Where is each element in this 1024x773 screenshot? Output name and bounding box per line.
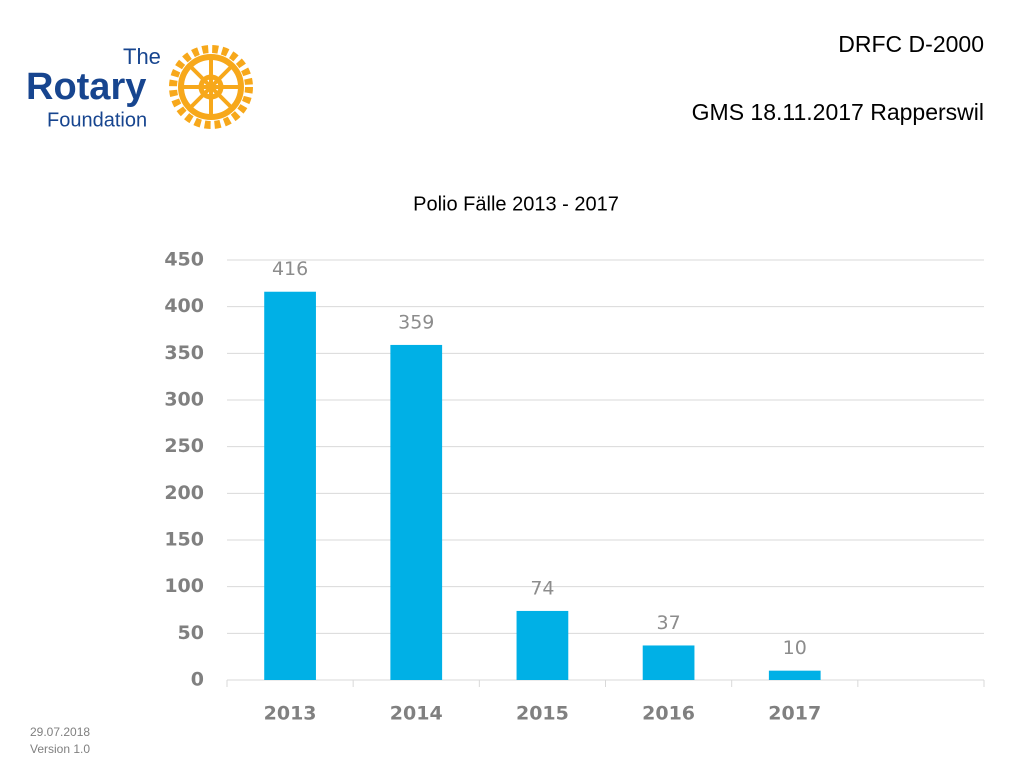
bar xyxy=(390,344,443,680)
y-tick-label: 50 xyxy=(178,622,204,644)
bar xyxy=(642,645,695,680)
header-line2: GMS 18.11.2017 Rapperswil xyxy=(692,99,984,125)
y-tick-label: 150 xyxy=(164,529,204,551)
data-label: 74 xyxy=(530,577,554,599)
header-line1: DRFC D-2000 xyxy=(838,31,984,57)
rotary-wheel xyxy=(169,45,253,129)
footer-version: Version 1.0 xyxy=(30,742,90,756)
data-label: 37 xyxy=(656,612,680,634)
x-tick-label: 2016 xyxy=(642,703,695,725)
bar xyxy=(264,291,316,680)
x-tick-label: 2017 xyxy=(768,703,821,725)
y-tick-label: 200 xyxy=(164,482,204,504)
x-tick-label: 2013 xyxy=(264,703,317,725)
y-tick-label: 450 xyxy=(164,249,204,271)
x-tick-label: 2015 xyxy=(516,703,569,725)
footer-date: 29.07.2018 xyxy=(30,725,90,739)
logo-rotary: Rotary xyxy=(26,66,146,108)
y-tick-label: 300 xyxy=(164,389,204,411)
data-label: 416 xyxy=(272,258,308,280)
logo-foundation: Foundation xyxy=(47,109,147,131)
bar xyxy=(516,610,569,680)
y-tick-label: 400 xyxy=(164,295,204,317)
data-label: 10 xyxy=(783,637,807,659)
y-tick-label: 100 xyxy=(164,575,204,597)
chart-title: Polio Fälle 2013 - 2017 xyxy=(413,193,619,215)
x-tick-label: 2014 xyxy=(390,703,443,725)
y-tick-label: 250 xyxy=(164,435,204,457)
y-tick-label: 350 xyxy=(164,342,204,364)
bar xyxy=(768,670,821,680)
logo-the: The xyxy=(123,44,161,69)
data-label: 359 xyxy=(398,311,434,333)
y-tick-label: 0 xyxy=(191,669,204,691)
